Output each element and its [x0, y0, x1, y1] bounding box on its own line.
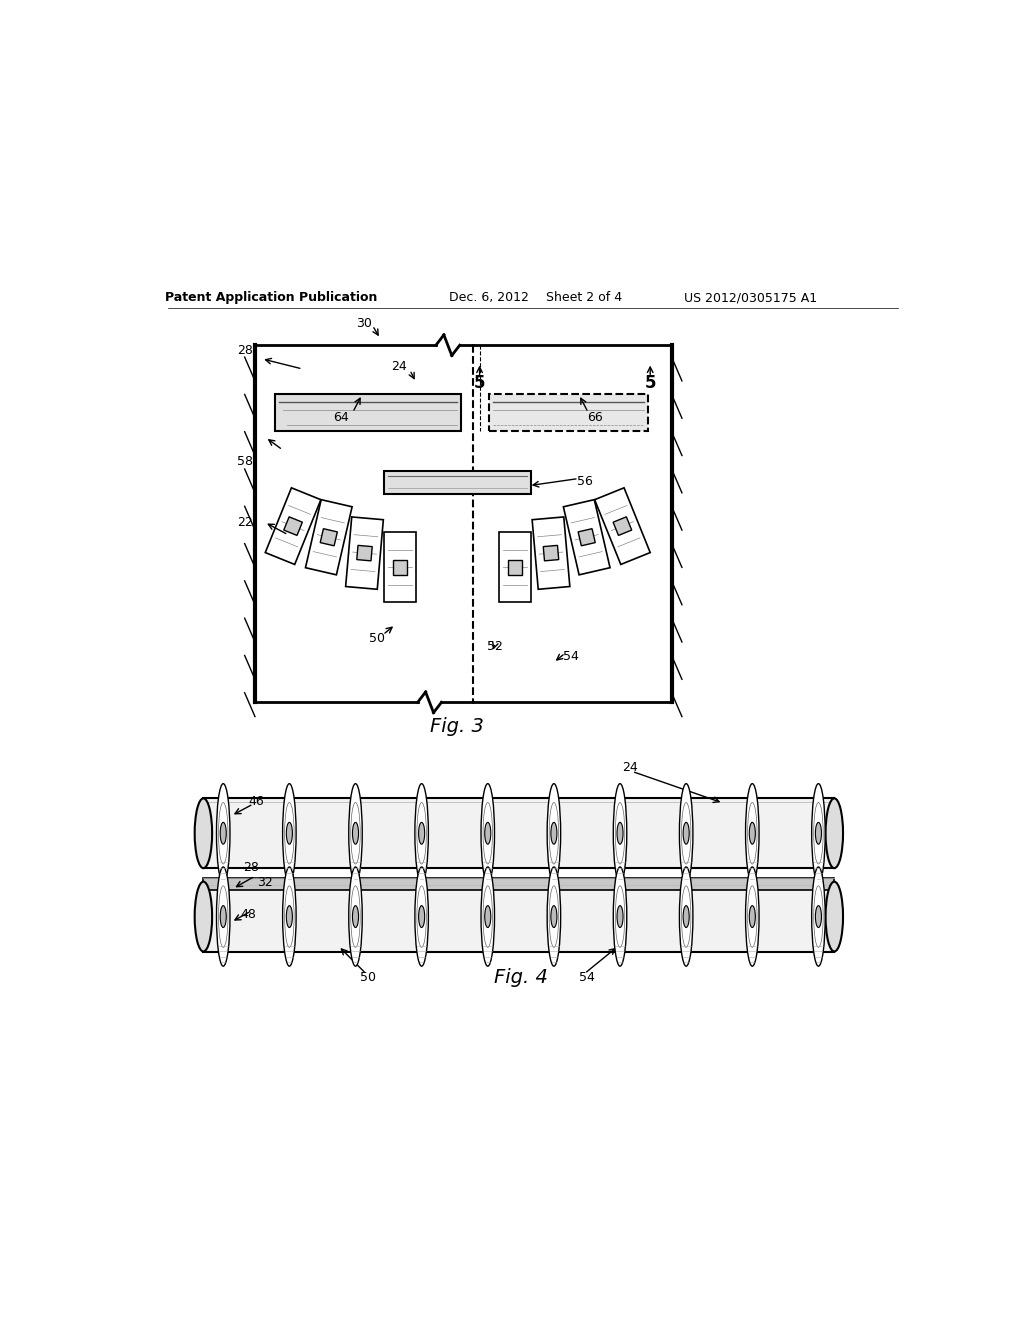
- Ellipse shape: [415, 784, 428, 883]
- Ellipse shape: [195, 799, 212, 869]
- Text: 5: 5: [474, 375, 485, 392]
- Polygon shape: [305, 500, 352, 574]
- Ellipse shape: [547, 867, 561, 966]
- Polygon shape: [544, 545, 559, 561]
- Polygon shape: [265, 488, 321, 565]
- Text: Sheet 2 of 4: Sheet 2 of 4: [546, 292, 623, 304]
- Text: 48: 48: [241, 908, 257, 921]
- Text: US 2012/0305175 A1: US 2012/0305175 A1: [684, 292, 817, 304]
- Ellipse shape: [352, 906, 358, 928]
- Text: Fig. 4: Fig. 4: [494, 968, 548, 987]
- Bar: [204, 878, 835, 891]
- Bar: [204, 799, 835, 869]
- Text: 52: 52: [486, 640, 503, 653]
- Bar: [274, 395, 461, 430]
- Ellipse shape: [283, 784, 296, 883]
- Text: 66: 66: [587, 411, 602, 424]
- Text: 22: 22: [237, 516, 253, 529]
- Text: Fig. 3: Fig. 3: [430, 717, 484, 735]
- Ellipse shape: [481, 867, 495, 966]
- Ellipse shape: [419, 906, 425, 928]
- Ellipse shape: [745, 784, 759, 883]
- Text: Patent Application Publication: Patent Application Publication: [165, 292, 377, 304]
- Ellipse shape: [679, 784, 693, 883]
- Text: Dec. 6, 2012: Dec. 6, 2012: [450, 292, 529, 304]
- Ellipse shape: [683, 822, 689, 845]
- Polygon shape: [613, 517, 632, 536]
- Polygon shape: [500, 532, 531, 602]
- Text: 28: 28: [238, 345, 253, 358]
- Ellipse shape: [216, 784, 230, 883]
- Ellipse shape: [415, 867, 428, 966]
- Ellipse shape: [352, 822, 358, 845]
- Text: 30: 30: [355, 317, 372, 330]
- Ellipse shape: [484, 906, 490, 928]
- Ellipse shape: [220, 906, 226, 928]
- Ellipse shape: [551, 822, 557, 845]
- Ellipse shape: [287, 906, 293, 928]
- Text: 32: 32: [257, 876, 273, 888]
- Ellipse shape: [220, 822, 226, 845]
- Ellipse shape: [745, 867, 759, 966]
- Polygon shape: [393, 560, 408, 574]
- Text: 54: 54: [579, 972, 595, 985]
- Polygon shape: [579, 529, 595, 545]
- Text: 50: 50: [370, 631, 385, 644]
- Ellipse shape: [617, 822, 623, 845]
- Ellipse shape: [216, 867, 230, 966]
- Ellipse shape: [815, 906, 821, 928]
- Ellipse shape: [481, 784, 495, 883]
- Text: 50: 50: [359, 972, 376, 985]
- Ellipse shape: [825, 882, 843, 952]
- Text: 56: 56: [578, 475, 593, 488]
- Bar: [384, 471, 531, 494]
- Polygon shape: [595, 488, 650, 565]
- Text: 46: 46: [249, 795, 264, 808]
- Ellipse shape: [349, 784, 362, 883]
- Ellipse shape: [617, 906, 623, 928]
- Ellipse shape: [613, 784, 627, 883]
- Ellipse shape: [812, 867, 825, 966]
- Ellipse shape: [815, 822, 821, 845]
- Bar: [489, 395, 648, 430]
- Ellipse shape: [679, 867, 693, 966]
- Text: 5: 5: [644, 375, 656, 392]
- Polygon shape: [321, 529, 337, 545]
- Polygon shape: [346, 517, 383, 589]
- Text: 24: 24: [622, 760, 637, 774]
- Polygon shape: [563, 500, 610, 574]
- Ellipse shape: [812, 784, 825, 883]
- Polygon shape: [284, 517, 302, 536]
- Text: 54: 54: [563, 649, 579, 663]
- Ellipse shape: [551, 906, 557, 928]
- Ellipse shape: [613, 867, 627, 966]
- Ellipse shape: [750, 822, 756, 845]
- Ellipse shape: [195, 882, 212, 952]
- Ellipse shape: [287, 822, 293, 845]
- Ellipse shape: [825, 799, 843, 869]
- Ellipse shape: [419, 822, 425, 845]
- Ellipse shape: [547, 784, 561, 883]
- Text: 28: 28: [243, 861, 259, 874]
- Polygon shape: [356, 545, 373, 561]
- Ellipse shape: [484, 822, 490, 845]
- Bar: [204, 882, 835, 952]
- Polygon shape: [532, 517, 569, 589]
- Text: 24: 24: [391, 360, 408, 374]
- Text: 64: 64: [333, 411, 348, 424]
- Ellipse shape: [283, 867, 296, 966]
- Ellipse shape: [750, 906, 756, 928]
- Polygon shape: [384, 532, 416, 602]
- Text: 58: 58: [237, 455, 253, 469]
- Ellipse shape: [349, 867, 362, 966]
- Ellipse shape: [683, 906, 689, 928]
- Polygon shape: [508, 560, 522, 574]
